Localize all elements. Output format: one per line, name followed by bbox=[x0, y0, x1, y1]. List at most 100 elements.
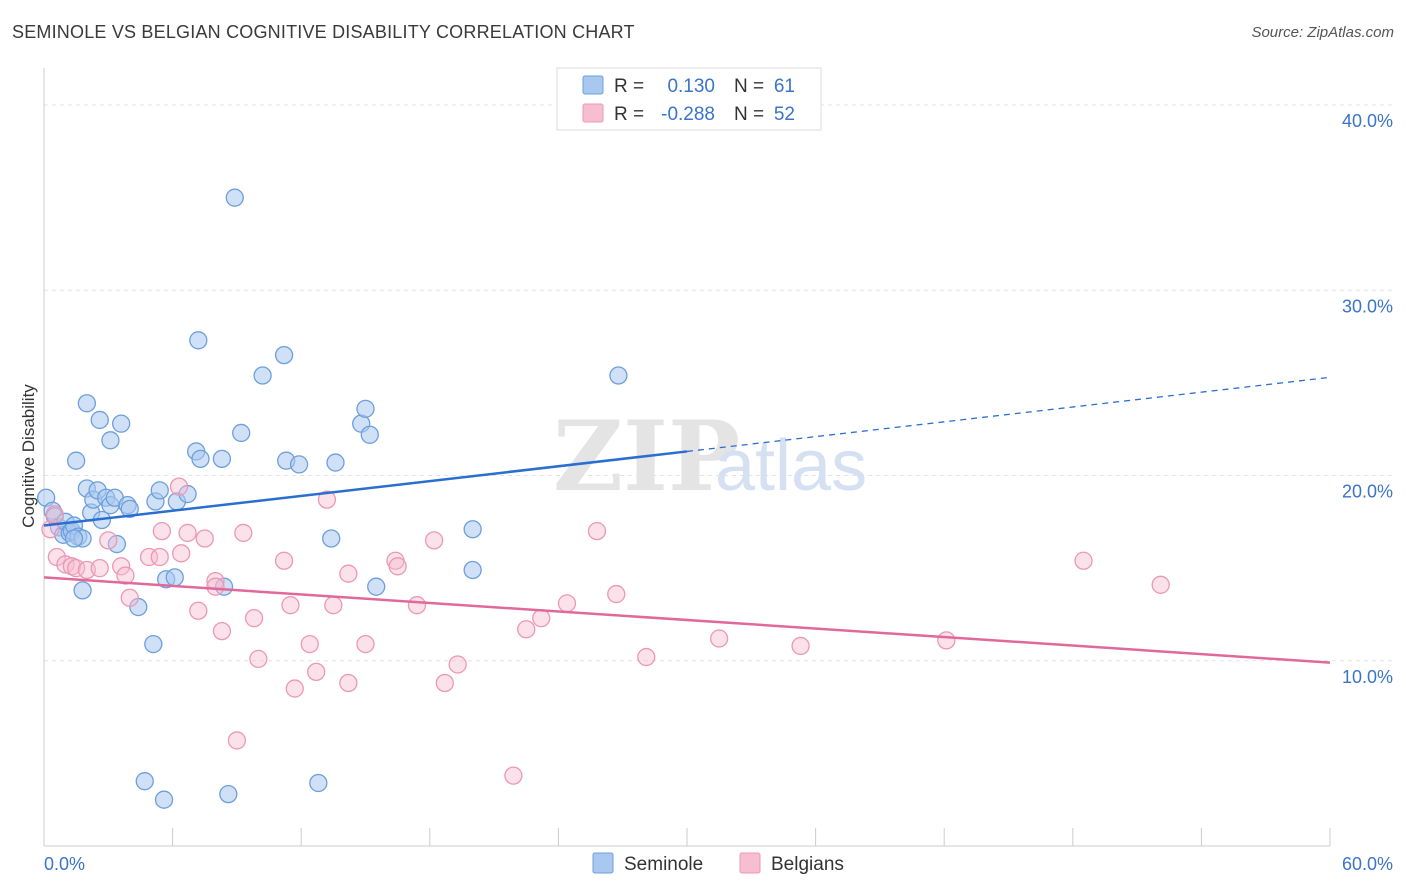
gridlines bbox=[44, 104, 1392, 662]
legend-n-value-belgians: 52 bbox=[774, 104, 795, 125]
legend-n-label-seminole: N = bbox=[734, 76, 764, 97]
x-tick-label: 0.0% bbox=[44, 854, 85, 874]
belgians-point bbox=[587, 521, 607, 541]
seminole-point bbox=[191, 449, 210, 469]
legend-r-label-seminole: R = bbox=[614, 76, 644, 97]
seminole-point bbox=[232, 423, 251, 443]
seminole-point bbox=[90, 410, 109, 430]
belgians-point bbox=[150, 547, 169, 567]
belgians-point bbox=[937, 631, 956, 650]
seminole-point bbox=[463, 560, 482, 580]
legend-r-value-belgians: -0.288 bbox=[661, 104, 715, 125]
belgians-point bbox=[249, 649, 268, 669]
seminole-point bbox=[73, 581, 92, 600]
y-axis-label: Cognitive Disability bbox=[19, 384, 38, 528]
seminole-point bbox=[189, 331, 208, 350]
seminole-point bbox=[356, 399, 375, 418]
y-tick-label: 30.0% bbox=[1342, 296, 1393, 316]
belgians-point bbox=[448, 655, 467, 674]
seminole-point bbox=[322, 529, 341, 548]
chart-title: SEMINOLE VS BELGIAN COGNITIVE DISABILITY… bbox=[12, 22, 635, 42]
trend-line-belgians bbox=[43, 576, 1331, 664]
seminole-point bbox=[367, 577, 386, 596]
belgians-point bbox=[120, 588, 139, 607]
bottom-legend-swatch-seminole bbox=[592, 852, 614, 874]
seminole-point bbox=[212, 449, 232, 469]
legend-box: R = 0.130 N = 61 R = -0.288 N = 52 bbox=[556, 67, 822, 131]
trend-line-seminole bbox=[43, 450, 688, 527]
seminole-point bbox=[64, 529, 84, 548]
seminole-point bbox=[326, 453, 345, 472]
belgians-point bbox=[90, 558, 109, 578]
belgians-point bbox=[178, 523, 197, 543]
watermark: ZIP atlas bbox=[553, 400, 867, 513]
legend-n-value-seminole: 61 bbox=[774, 76, 795, 97]
belgians-point bbox=[285, 679, 304, 698]
belgians-point bbox=[234, 523, 253, 543]
belgians-point bbox=[517, 620, 536, 639]
seminole-point bbox=[225, 188, 244, 207]
belgians-point bbox=[435, 673, 454, 693]
legend-swatch-belgians bbox=[582, 103, 604, 123]
belgians-point bbox=[1074, 551, 1093, 570]
bottom-legend-label-belgians: Belgians bbox=[771, 854, 844, 875]
seminole-point bbox=[101, 431, 120, 450]
x-tick-label: 60.0% bbox=[1342, 854, 1393, 874]
legend-n-label-belgians: N = bbox=[734, 104, 764, 125]
belgians-point bbox=[1151, 575, 1170, 594]
legend-r-value-seminole: 0.130 bbox=[667, 76, 715, 97]
seminole-point bbox=[112, 414, 131, 433]
axes bbox=[43, 68, 1331, 847]
seminole-point bbox=[144, 634, 163, 654]
seminole-point bbox=[154, 790, 174, 809]
belgians-point bbox=[152, 521, 172, 541]
watermark-atlas: atlas bbox=[715, 426, 867, 506]
seminole-point bbox=[253, 366, 272, 385]
belgians-point bbox=[317, 490, 337, 509]
belgians-point bbox=[206, 577, 225, 596]
y-tick-label: 20.0% bbox=[1342, 482, 1393, 502]
belgians-point bbox=[172, 544, 191, 563]
belgians-point bbox=[45, 505, 64, 524]
y-tick-label: 40.0% bbox=[1342, 111, 1393, 131]
seminole-point bbox=[219, 784, 238, 804]
bottom-legend-swatch-belgians bbox=[739, 852, 761, 874]
belgians-point bbox=[388, 557, 407, 576]
belgians-point bbox=[607, 584, 626, 604]
belgians-point bbox=[339, 673, 358, 693]
series-belgians-points bbox=[41, 477, 1170, 785]
seminole-point bbox=[77, 394, 97, 413]
belgians-point bbox=[300, 634, 319, 654]
belgians-point bbox=[139, 547, 159, 567]
legend-swatch-seminole bbox=[582, 75, 604, 95]
belgians-point bbox=[532, 609, 551, 628]
belgians-point bbox=[504, 766, 523, 785]
belgians-point bbox=[324, 596, 343, 615]
belgians-point bbox=[356, 634, 375, 654]
seminole-point bbox=[120, 499, 139, 519]
series-seminole-points bbox=[36, 188, 628, 809]
belgians-point bbox=[281, 596, 300, 615]
source-credit: Source: ZipAtlas.com bbox=[1251, 24, 1394, 41]
seminole-point bbox=[67, 451, 86, 470]
belgians-point bbox=[112, 557, 131, 576]
seminole-point bbox=[165, 568, 184, 587]
belgians-point bbox=[791, 636, 810, 656]
seminole-point bbox=[274, 345, 294, 365]
seminole-point bbox=[360, 425, 379, 444]
belgians-point bbox=[227, 731, 247, 750]
belgians-point bbox=[407, 596, 427, 615]
tick-labels: 10.0% 20.0% 30.0% 40.0% 0.0% 60.0% bbox=[44, 111, 1393, 874]
belgians-point bbox=[274, 551, 294, 570]
seminole-point bbox=[463, 520, 482, 539]
belgians-point bbox=[557, 594, 577, 613]
belgians-point bbox=[99, 531, 118, 550]
belgians-point bbox=[195, 529, 214, 548]
belgians-point bbox=[424, 531, 444, 550]
belgians-point bbox=[339, 564, 358, 583]
bottom-legend-label-seminole: Seminole bbox=[624, 854, 703, 875]
seminole-point bbox=[609, 366, 628, 385]
belgians-point bbox=[212, 621, 232, 641]
trend-line-seminole-extension bbox=[686, 376, 1331, 453]
